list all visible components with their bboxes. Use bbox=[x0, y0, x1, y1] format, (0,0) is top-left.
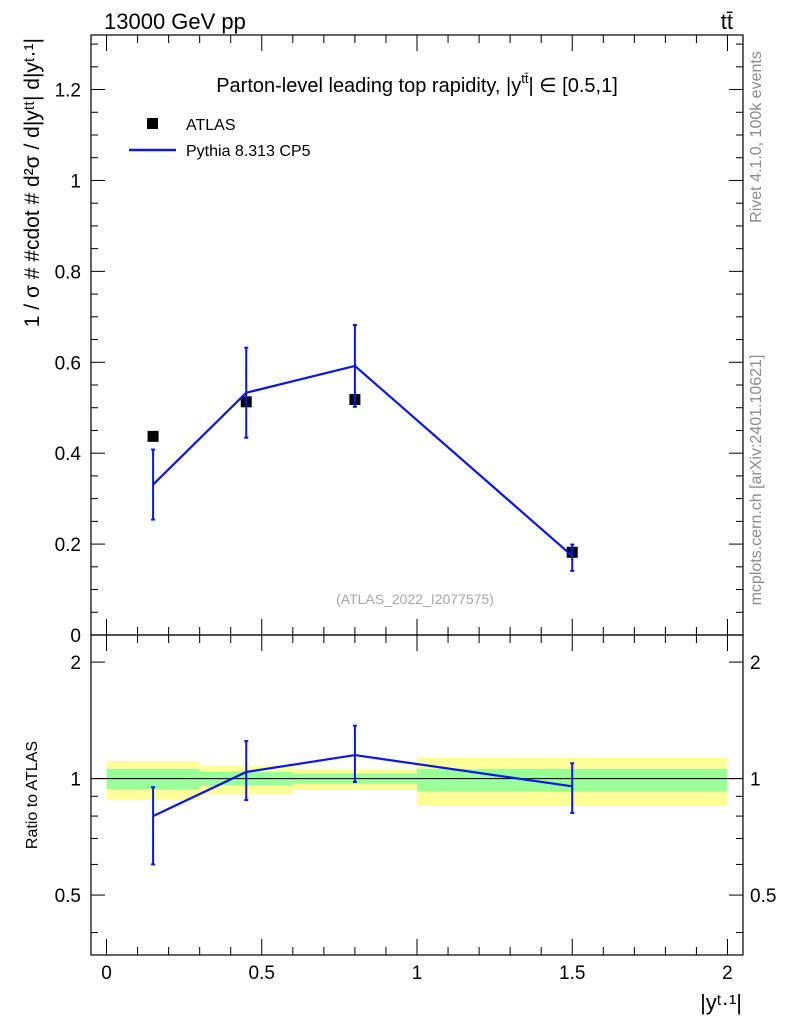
legend-atlas-marker bbox=[147, 118, 158, 129]
main-ytick-label: 1 bbox=[70, 171, 81, 192]
process-label: tt̄ bbox=[721, 9, 733, 34]
ratio-y-axis-label: Ratio to ATLAS bbox=[24, 741, 41, 849]
main-ytick-label: 0.6 bbox=[55, 353, 81, 374]
xtick-label: 0.5 bbox=[249, 963, 275, 984]
mcplots-label: mcplots.cern.ch [arXiv:2401.10621] bbox=[748, 355, 765, 606]
ratio-ytick-label-left: 1 bbox=[70, 770, 81, 791]
main-ytick-label: 0.2 bbox=[55, 535, 81, 556]
main-ytick-label: 0.8 bbox=[55, 262, 81, 283]
atlas-point-0 bbox=[147, 430, 159, 442]
x-axis-label: |yᵗ·¹| bbox=[700, 990, 742, 1015]
analysis-watermark: (ATLAS_2022_I2077575) bbox=[336, 591, 494, 607]
plot-title: Parton-level leading top rapidity, |ytt̄… bbox=[216, 71, 618, 97]
main-ytick-label: 0 bbox=[70, 626, 81, 647]
legend-atlas-label: ATLAS bbox=[186, 117, 236, 134]
main-y-axis-label: 1 / σ # #cdot # d²σ / d|yᵗᵗ| d|yᵗ·¹| bbox=[21, 38, 44, 327]
ratio-ytick-label-right: 2 bbox=[750, 653, 761, 674]
legend-pythia-label: Pythia 8.313 CP5 bbox=[186, 143, 311, 160]
ratio-ytick-label-left: 2 bbox=[70, 653, 81, 674]
xtick-label: 1 bbox=[412, 963, 423, 984]
axes-layer: 0 0.2 0.4 0.6 0.8 1 1.2 0 0.5 1 1.5 2 0.5 0.5 1 1 2 2 bbox=[55, 34, 776, 984]
main-ytick-label: 1.2 bbox=[55, 81, 81, 102]
ratio-ytick-label-right: 1 bbox=[750, 770, 761, 791]
energy-label: 13000 GeV pp bbox=[104, 9, 246, 34]
rivet-label: Rivet 4.1.0, 100k events bbox=[748, 51, 765, 223]
xtick-label: 2 bbox=[722, 963, 733, 984]
ratio-ytick-label-left: 0.5 bbox=[55, 886, 81, 907]
main-ytick-label: 0.4 bbox=[55, 444, 82, 465]
pythia-line bbox=[152, 364, 573, 557]
ratio-ytick-label-right: 0.5 bbox=[750, 886, 776, 907]
ratio-pythia-line bbox=[152, 753, 573, 818]
xtick-label: 0 bbox=[101, 963, 112, 984]
xtick-label: 1.5 bbox=[559, 963, 585, 984]
data-layer bbox=[147, 324, 578, 866]
